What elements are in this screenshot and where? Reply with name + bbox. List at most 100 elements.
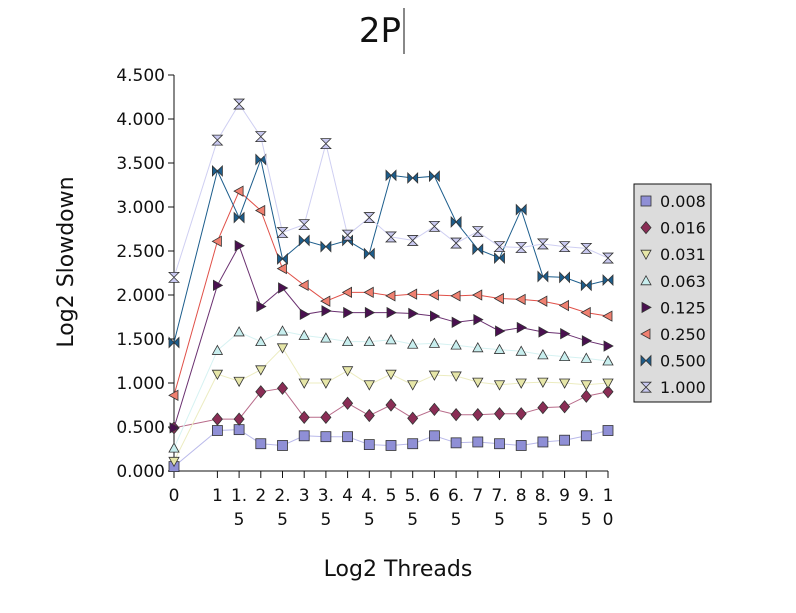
legend-label: 0.250: [660, 325, 706, 344]
chart-title: 2P: [359, 11, 401, 51]
x-tick-label: 5: [320, 510, 331, 530]
data-point: [342, 396, 354, 410]
data-point: [168, 442, 180, 453]
data-point: [276, 325, 289, 336]
data-point: [580, 430, 592, 442]
data-point: [472, 436, 484, 448]
data-point: [428, 402, 440, 417]
legend-marker: [640, 381, 652, 393]
legend-label: 0.063: [660, 272, 706, 291]
data-point: [515, 293, 526, 306]
data-point: [407, 338, 419, 349]
data-point: [538, 326, 549, 338]
data-point: [254, 204, 266, 217]
series-0.008: [168, 424, 614, 473]
y-tick-label: 2.000: [116, 286, 165, 306]
x-tick-label: 5: [364, 510, 375, 530]
x-tick-label: 5: [581, 510, 592, 530]
data-point: [537, 270, 549, 283]
data-point: [364, 306, 376, 319]
data-point: [495, 325, 506, 337]
data-point: [580, 380, 592, 391]
data-point: [602, 425, 614, 436]
data-point: [450, 237, 463, 249]
legend-label: 0.031: [660, 245, 706, 264]
data-point: [341, 335, 354, 347]
x-tick-label: 5: [277, 510, 288, 530]
x-tick-label: 6.: [448, 486, 464, 506]
data-point: [493, 380, 506, 391]
data-point: [320, 431, 332, 443]
data-point: [256, 300, 267, 313]
series-0.016: [168, 381, 614, 435]
data-point: [233, 326, 245, 337]
data-point: [385, 290, 396, 302]
data-point: [407, 380, 419, 391]
legend-marker: [640, 328, 651, 340]
data-point: [211, 412, 223, 426]
data-point: [385, 440, 397, 451]
data-point: [558, 241, 571, 253]
x-tick-label: 6: [429, 486, 440, 506]
x-tick-label: 1.: [231, 486, 247, 506]
data-point: [428, 170, 440, 183]
data-point: [537, 295, 548, 307]
data-point: [342, 431, 354, 443]
x-tick-label: 4.: [361, 486, 377, 506]
data-point: [450, 290, 461, 302]
series-line: [173, 157, 609, 343]
data-point: [493, 407, 506, 421]
data-point: [319, 138, 332, 150]
legend-label: 0.500: [660, 352, 706, 371]
data-point: [168, 389, 179, 401]
x-tick-label: 5: [537, 510, 548, 530]
legend-label: 1.000: [660, 378, 706, 397]
data-point: [276, 262, 287, 275]
y-tick-label: 1.000: [116, 374, 165, 394]
data-point: [494, 252, 505, 265]
data-point: [407, 171, 419, 184]
data-point: [602, 274, 614, 287]
data-point: [277, 252, 288, 265]
data-point: [385, 398, 397, 412]
x-tick-label: 2: [255, 486, 266, 506]
data-point: [298, 329, 310, 340]
series-line: [173, 330, 609, 449]
data-point: [559, 434, 570, 446]
x-tick-label: 1: [212, 486, 223, 506]
data-point: [580, 279, 592, 292]
y-tick-label: 3.000: [116, 198, 165, 218]
data-point: [255, 438, 267, 450]
data-point: [537, 436, 549, 448]
data-point: [602, 252, 614, 264]
x-tick-label: 5: [407, 510, 418, 530]
data-point: [580, 306, 591, 319]
legend-box: [633, 183, 712, 403]
data-point: [580, 389, 592, 403]
data-point: [233, 185, 244, 197]
data-point: [385, 369, 397, 381]
data-point: [516, 321, 528, 334]
data-point: [494, 438, 505, 450]
data-point: [515, 345, 527, 356]
series-0.500: [168, 153, 614, 349]
x-tick-label: 8: [516, 486, 527, 506]
data-point: [233, 98, 246, 110]
series-1.000: [168, 98, 614, 283]
data-point: [278, 282, 289, 294]
y-tick-label: 0.500: [116, 418, 165, 438]
x-tick-label: 2.: [274, 486, 290, 506]
data-point: [537, 401, 549, 415]
data-point: [211, 425, 223, 436]
data-point: [558, 299, 569, 312]
data-point: [602, 385, 614, 399]
data-point: [602, 378, 614, 389]
data-point: [408, 307, 419, 320]
data-point: [168, 456, 180, 468]
data-point: [515, 203, 527, 216]
data-point: [450, 437, 462, 449]
x-tick-label: 7: [472, 486, 483, 506]
x-tick-label: 3: [299, 486, 310, 506]
data-point: [428, 220, 441, 232]
